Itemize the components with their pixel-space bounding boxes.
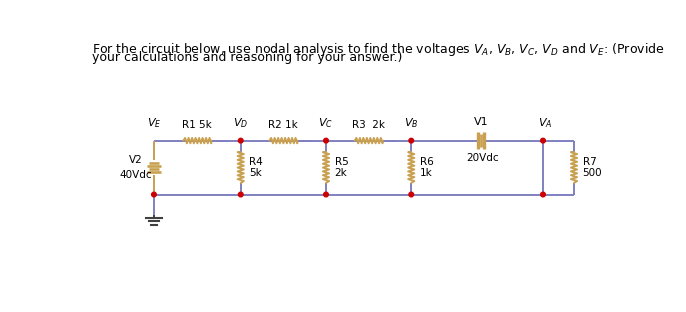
- Circle shape: [541, 138, 545, 143]
- Circle shape: [409, 138, 414, 143]
- Text: your calculations and reasoning for your answer.): your calculations and reasoning for your…: [92, 51, 402, 64]
- Circle shape: [324, 138, 329, 143]
- Circle shape: [541, 192, 545, 197]
- Text: 2k: 2k: [335, 168, 347, 178]
- Text: 1k: 1k: [420, 168, 433, 178]
- Text: R5: R5: [335, 157, 348, 167]
- Text: 20Vdc: 20Vdc: [466, 153, 499, 163]
- Text: $V_E$: $V_E$: [147, 116, 161, 130]
- Text: 40Vdc: 40Vdc: [120, 170, 152, 180]
- Text: 500: 500: [582, 168, 602, 178]
- Text: $V_C$: $V_C$: [318, 116, 333, 130]
- Text: 5k: 5k: [249, 168, 262, 178]
- Text: R2 1k: R2 1k: [268, 120, 298, 130]
- Text: V1: V1: [474, 117, 488, 127]
- Circle shape: [324, 192, 329, 197]
- Text: R1 5k: R1 5k: [182, 120, 212, 130]
- Text: R6: R6: [420, 157, 434, 167]
- Text: R4: R4: [249, 157, 263, 167]
- Circle shape: [152, 192, 156, 197]
- Circle shape: [409, 192, 414, 197]
- Text: $V_A$: $V_A$: [538, 116, 552, 130]
- Text: V2: V2: [130, 155, 143, 165]
- Text: $V_B$: $V_B$: [404, 116, 418, 130]
- Text: R3  2k: R3 2k: [352, 120, 385, 130]
- Text: For the circuit below, use nodal analysis to find the voltages $V_A$, $V_B$, $V_: For the circuit below, use nodal analysi…: [92, 41, 665, 57]
- Circle shape: [239, 192, 243, 197]
- Circle shape: [239, 138, 243, 143]
- Text: R7: R7: [582, 157, 596, 167]
- Text: $V_D$: $V_D$: [233, 116, 248, 130]
